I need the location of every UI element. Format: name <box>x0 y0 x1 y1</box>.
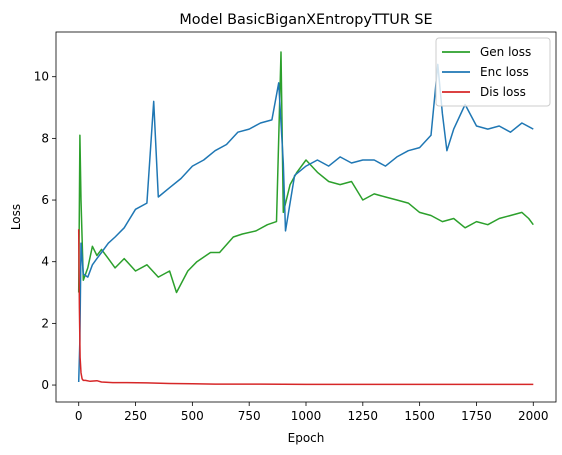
series-line-enc-loss <box>77 63 534 383</box>
series-line-dis-loss <box>77 229 534 386</box>
x-tick-label: 1750 <box>461 409 492 423</box>
legend-label-dis-loss: Dis loss <box>480 85 526 99</box>
x-tick-label: 1000 <box>291 409 322 423</box>
series-line-gen-loss <box>77 51 534 294</box>
y-tick-label: 10 <box>34 70 49 84</box>
x-tick-label: 0 <box>75 409 83 423</box>
x-tick-label: 750 <box>238 409 261 423</box>
legend-label-gen-loss: Gen loss <box>480 45 531 59</box>
y-tick-label: 6 <box>41 193 49 207</box>
x-tick-label: 500 <box>181 409 204 423</box>
x-tick-label: 2000 <box>518 409 549 423</box>
y-tick-label: 4 <box>41 255 49 269</box>
x-axis-label: Epoch <box>288 431 325 445</box>
legend-label-enc-loss: Enc loss <box>480 65 529 79</box>
x-tick-label: 250 <box>124 409 147 423</box>
plot-frame <box>55 31 557 403</box>
axis-ticks: 0 250 500 750 1000 1250 1500 1750 2000 0 2 4 6 8 10 <box>34 70 549 423</box>
x-tick-label: 1500 <box>404 409 435 423</box>
legend: Gen loss Enc loss Dis loss <box>435 37 551 107</box>
y-tick-label: 0 <box>41 378 49 392</box>
y-axis-label: Loss <box>9 204 23 230</box>
y-tick-label: 8 <box>41 131 49 145</box>
chart-title: Model BasicBiganXEntropyTTUR SE <box>179 12 432 28</box>
series-lines <box>77 51 534 386</box>
y-tick-label: 2 <box>41 316 49 330</box>
x-tick-label: 1250 <box>348 409 379 423</box>
legend-box <box>435 37 551 107</box>
